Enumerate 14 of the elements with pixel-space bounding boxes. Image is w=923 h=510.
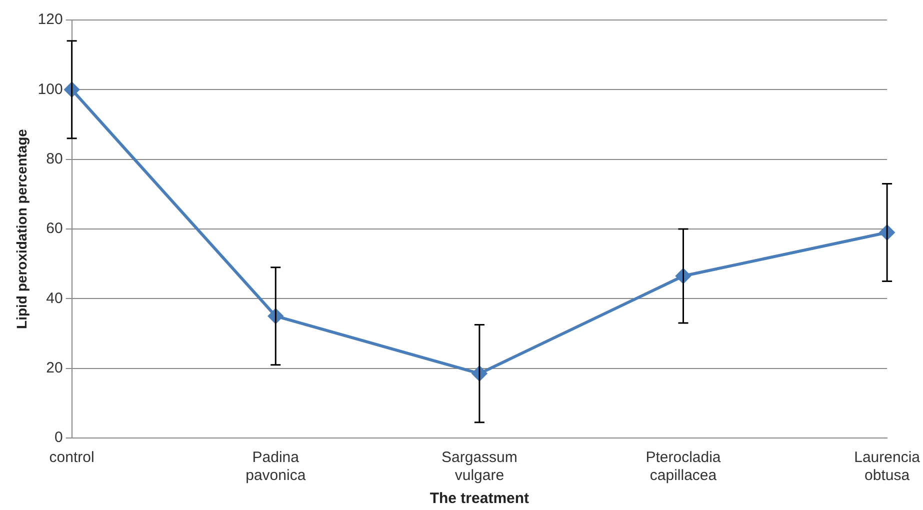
- x-tick-label: Pterocladia capillacea: [646, 449, 722, 484]
- y-tick-label: 0: [54, 429, 63, 446]
- x-tick-label: control: [49, 449, 94, 466]
- y-axis-title: Lipid peroxidation percentage: [13, 128, 30, 329]
- x-tick-label: Laurencia obtusa: [854, 449, 921, 484]
- x-tick-label: Sargassum vulgare: [442, 449, 518, 484]
- y-tick-label: 40: [46, 290, 63, 307]
- y-tick-label: 60: [46, 220, 63, 238]
- x-axis-title: The treatment: [430, 490, 530, 508]
- y-tick-label: 100: [38, 80, 63, 98]
- x-tick-label: Padina pavonica: [246, 449, 306, 484]
- y-tick-label: 20: [46, 359, 63, 376]
- y-tick-label: 80: [46, 150, 63, 168]
- y-tick-label: 120: [38, 11, 63, 28]
